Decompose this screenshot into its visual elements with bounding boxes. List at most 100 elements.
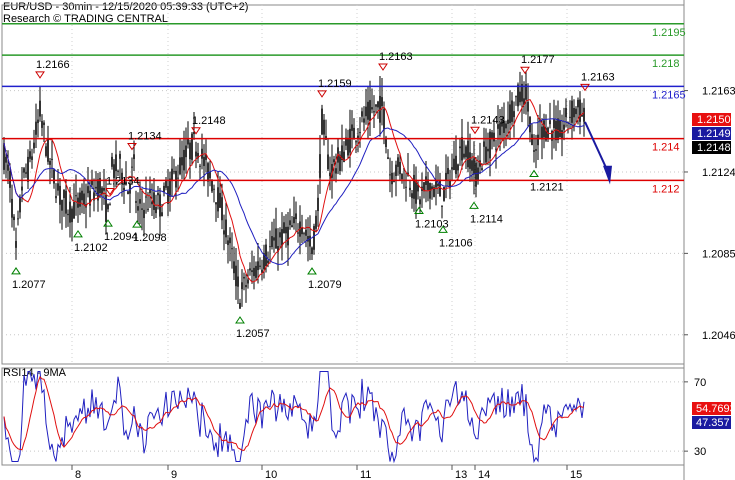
candle-body xyxy=(67,213,69,216)
candle-body xyxy=(251,270,253,273)
candle-body xyxy=(193,131,195,135)
candle-body xyxy=(255,265,257,278)
candle-body xyxy=(341,145,343,161)
candle-body xyxy=(137,206,139,211)
candle-body xyxy=(57,183,59,191)
candle-body xyxy=(409,187,411,191)
candle-body xyxy=(327,154,329,170)
price-tag-bg xyxy=(692,127,731,140)
candle-body xyxy=(427,179,429,191)
candle-body xyxy=(291,225,293,228)
rsi-tag-bg xyxy=(692,416,731,429)
candle-body xyxy=(73,201,75,219)
candle-body xyxy=(445,172,447,181)
swing-low-label: 1.2121 xyxy=(530,182,564,194)
candle-body xyxy=(393,180,395,182)
candle-body xyxy=(51,158,53,160)
swing-high-marker xyxy=(520,66,530,75)
candle-body xyxy=(213,188,215,190)
candle-body xyxy=(277,246,279,253)
candle-body xyxy=(583,107,585,122)
candle-body xyxy=(265,244,267,267)
candle-body xyxy=(259,265,261,267)
swing-high-marker xyxy=(191,127,201,135)
candle-body xyxy=(559,120,561,137)
rsi-panel-title: RSI14 - 9MA xyxy=(3,367,66,379)
candle-body xyxy=(289,220,291,226)
rsi-ma-line xyxy=(3,376,585,452)
candle-body xyxy=(447,168,449,175)
candle-body xyxy=(377,101,379,108)
swing-high-marker xyxy=(317,90,327,98)
rsi-tag-bg xyxy=(692,402,731,415)
candle-body xyxy=(211,180,213,192)
candle-body xyxy=(361,111,363,117)
candle-body xyxy=(479,160,481,167)
candle-body xyxy=(139,199,141,204)
candle-body xyxy=(419,199,421,205)
candle-body xyxy=(99,177,101,194)
candle-body xyxy=(43,122,45,125)
candle-body xyxy=(25,172,27,174)
candle-body xyxy=(97,179,99,201)
price-tag-label: 1.2150 xyxy=(697,114,731,126)
candle-body xyxy=(269,246,271,248)
candle-body xyxy=(37,119,39,124)
candle-body xyxy=(245,285,247,288)
candle-body xyxy=(241,282,243,290)
candle-body xyxy=(381,97,383,107)
candle-body xyxy=(359,132,361,134)
candle-body xyxy=(29,151,31,159)
candle-body xyxy=(261,269,263,273)
candle-body xyxy=(191,133,193,160)
candle-body xyxy=(315,215,317,229)
candle-body xyxy=(279,232,281,238)
candle-body xyxy=(371,107,373,110)
swing-low-label: 1.2106 xyxy=(439,237,473,249)
candle-body xyxy=(103,188,105,191)
candle-body xyxy=(493,132,495,142)
candle-body xyxy=(329,172,331,177)
candle-body xyxy=(263,253,265,270)
level-label: 1.2195 xyxy=(652,27,686,39)
rsi-tag-label: 47.357 xyxy=(696,417,730,429)
candle-body xyxy=(283,222,285,234)
candle-body xyxy=(519,91,521,103)
swing-low-marker xyxy=(103,219,113,227)
candle-body xyxy=(17,218,19,220)
rsi-tag-label: 54.7693 xyxy=(696,403,735,415)
candle-body xyxy=(121,172,123,185)
candle-body xyxy=(143,209,145,219)
level-label: 1.214 xyxy=(652,142,680,154)
candle-body xyxy=(309,235,311,247)
candle-body xyxy=(165,180,167,188)
candle-body xyxy=(95,186,97,189)
chart-header-title: EUR/USD - 30min - 12/15/2020 05:39:33 (U… xyxy=(3,1,249,13)
price-tag-label: 1.2148 xyxy=(697,142,731,154)
candle-body xyxy=(297,232,299,234)
candle-body xyxy=(131,166,133,168)
rsi-tick-label: 70 xyxy=(694,377,706,389)
swing-high-label: 1.2177 xyxy=(521,54,555,66)
candle-body xyxy=(555,120,557,141)
swing-high-label: 1.2166 xyxy=(36,59,70,71)
swing-low-marker xyxy=(438,225,448,233)
candle-body xyxy=(497,124,499,129)
candle-body xyxy=(545,128,547,141)
candle-body xyxy=(453,158,455,170)
candle-body xyxy=(135,201,137,203)
swing-high-marker xyxy=(378,63,388,71)
candle-body xyxy=(501,120,503,127)
candle-body xyxy=(411,193,413,199)
candle-body xyxy=(481,168,483,170)
candle-body xyxy=(563,124,565,130)
candle-body xyxy=(349,128,351,153)
candle-body xyxy=(391,172,393,185)
swing-high-marker xyxy=(35,71,45,79)
candle-body xyxy=(243,276,245,279)
candle-body xyxy=(433,186,435,197)
price-tick-label: 1.2046 xyxy=(702,330,735,342)
candle-body xyxy=(199,165,201,167)
x-tick-label: 14 xyxy=(478,469,490,480)
